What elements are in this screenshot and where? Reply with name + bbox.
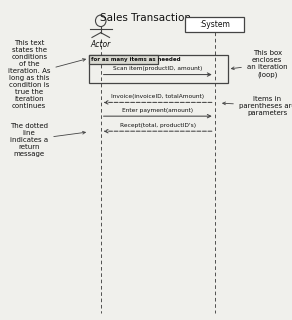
Text: Recept(total, productID's): Recept(total, productID's): [120, 123, 196, 128]
Text: Invoice(invoiceID, totalAmount): Invoice(invoiceID, totalAmount): [111, 94, 204, 99]
Text: :System: :System: [199, 20, 230, 29]
Text: Actor: Actor: [91, 40, 111, 49]
Bar: [89, 55, 228, 83]
Text: Scan item(productID, amount): Scan item(productID, amount): [113, 66, 202, 71]
Text: The dotted
line
indicates a
return
message: The dotted line indicates a return messa…: [10, 123, 85, 157]
Text: Enter payment(amount): Enter payment(amount): [122, 108, 193, 113]
Text: This text
states the
conditions
of the
iteration. As
long as this
condition is
t: This text states the conditions of the i…: [8, 40, 86, 109]
Text: Items in
parentheses are
parameters: Items in parentheses are parameters: [223, 96, 292, 116]
Text: for as many items as needed: for as many items as needed: [91, 57, 181, 62]
Bar: [185, 17, 244, 32]
Text: Sales Transaction: Sales Transaction: [100, 13, 192, 23]
Bar: [89, 55, 158, 64]
Text: This box
encloses
an iteration
(loop): This box encloses an iteration (loop): [232, 50, 288, 78]
